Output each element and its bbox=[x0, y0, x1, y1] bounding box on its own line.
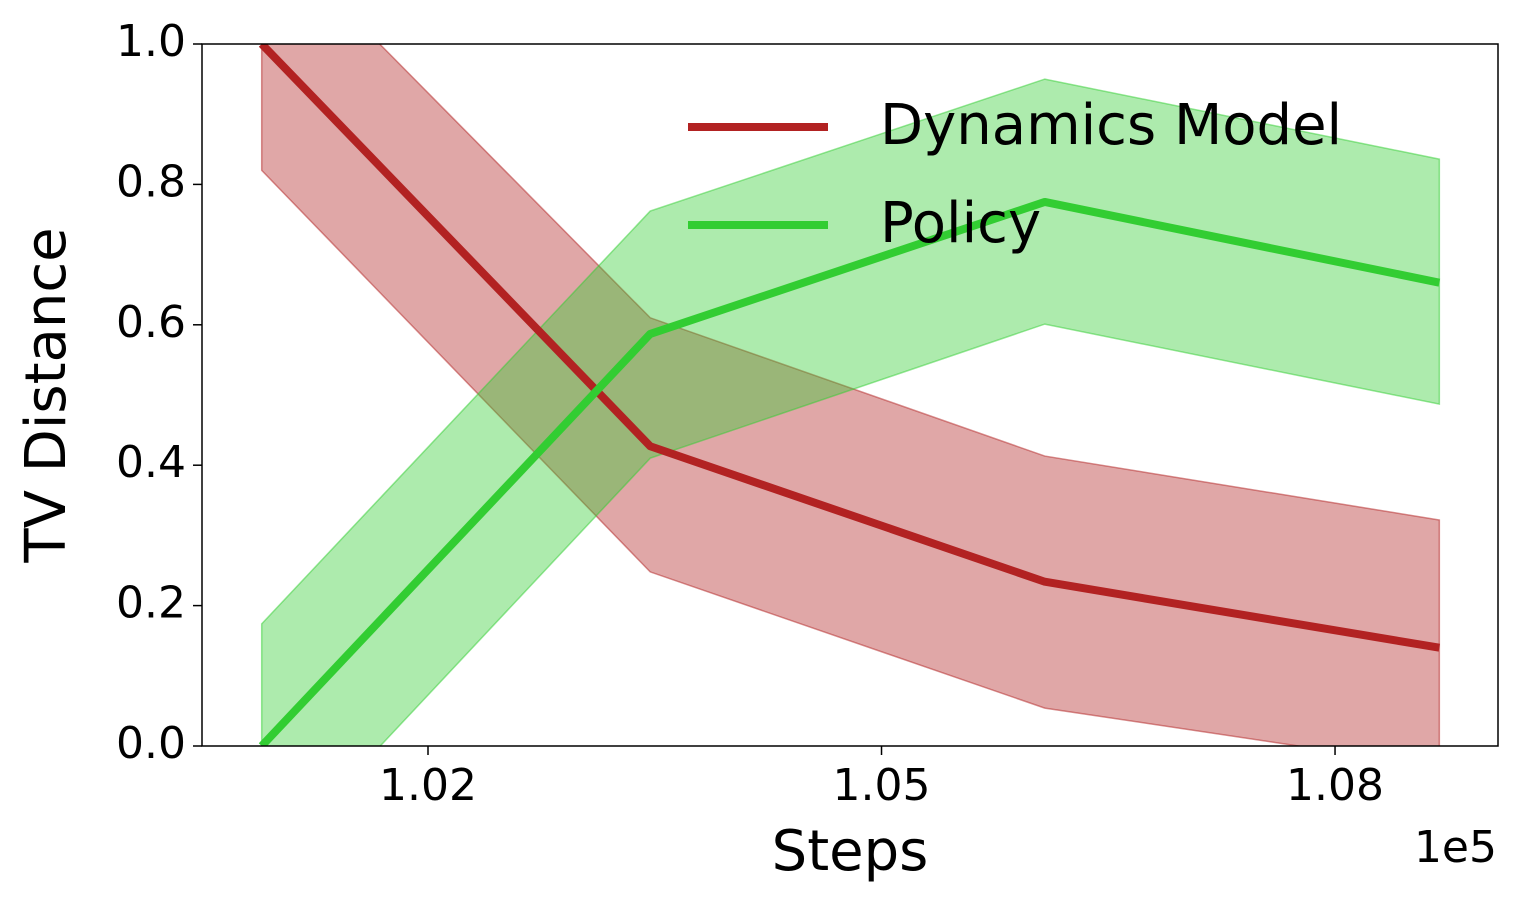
plot-frame bbox=[201, 43, 1499, 747]
y-tick-label: 0.2 bbox=[116, 578, 186, 629]
y-tick-label: 0.6 bbox=[116, 297, 186, 348]
legend-label: Policy bbox=[880, 191, 1041, 256]
x-offset-label: 1e5 bbox=[1414, 822, 1497, 873]
x-tick-label: 1.02 bbox=[379, 760, 477, 811]
y-axis-label: TV Distance bbox=[14, 227, 79, 563]
legend-label: Dynamics Model bbox=[880, 93, 1342, 158]
y-tick-label: 1.0 bbox=[116, 16, 186, 67]
x-axis-label: Steps bbox=[772, 819, 929, 884]
x-tick-label: 1.08 bbox=[1286, 760, 1384, 811]
x-tick-label: 1.05 bbox=[833, 760, 931, 811]
lines bbox=[258, 44, 1441, 746]
y-tick-label: 0.8 bbox=[116, 156, 186, 207]
band bbox=[260, 44, 1441, 746]
series-line bbox=[258, 197, 1441, 746]
series-line bbox=[258, 44, 1441, 652]
bands bbox=[260, 44, 1441, 746]
band bbox=[260, 78, 1441, 746]
y-tick-label: 0.0 bbox=[116, 718, 186, 769]
y-tick-label: 0.4 bbox=[116, 437, 186, 488]
